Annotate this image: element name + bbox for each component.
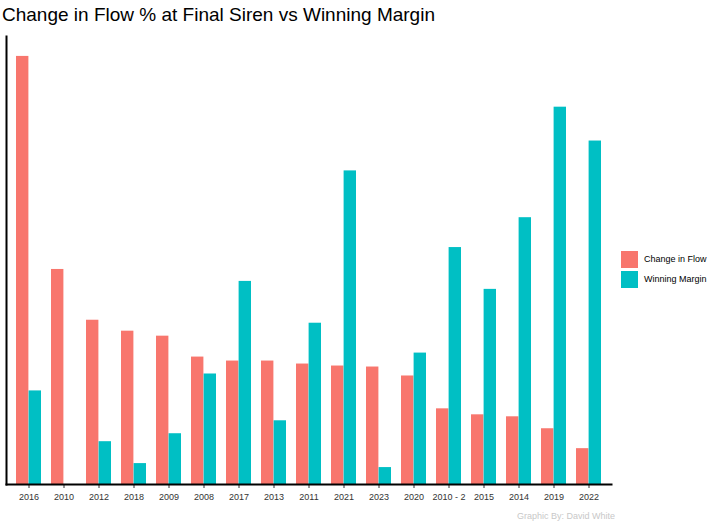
svg-text:2020: 2020: [404, 492, 424, 502]
svg-text:2015: 2015: [474, 492, 494, 502]
svg-text:2019: 2019: [544, 492, 564, 502]
svg-text:2011: 2011: [299, 492, 318, 502]
svg-text:2008: 2008: [194, 492, 214, 502]
svg-text:2017: 2017: [229, 492, 249, 502]
svg-text:2010 - 2: 2010 - 2: [432, 492, 465, 502]
html-text:Winning Margin: Winning Margin: [644, 274, 707, 284]
svg-text:2023: 2023: [369, 492, 389, 502]
html-text:Change in Flow: Change in Flow: [644, 254, 707, 264]
html-text:Graphic By: David White: Graphic By: David White: [517, 511, 615, 521]
svg-text:2016: 2016: [19, 492, 39, 502]
svg-text:2010: 2010: [54, 492, 74, 502]
svg-text:2021: 2021: [334, 492, 354, 502]
svg-text:2012: 2012: [89, 492, 109, 502]
svg-text:2014: 2014: [509, 492, 529, 502]
svg-text:2013: 2013: [264, 492, 284, 502]
html-text:Change in Flow % at Final Sire: Change in Flow % at Final Siren vs Winni…: [2, 4, 435, 25]
svg-text:2018: 2018: [124, 492, 144, 502]
svg-text:2022: 2022: [579, 492, 599, 502]
svg-text:2009: 2009: [159, 492, 179, 502]
